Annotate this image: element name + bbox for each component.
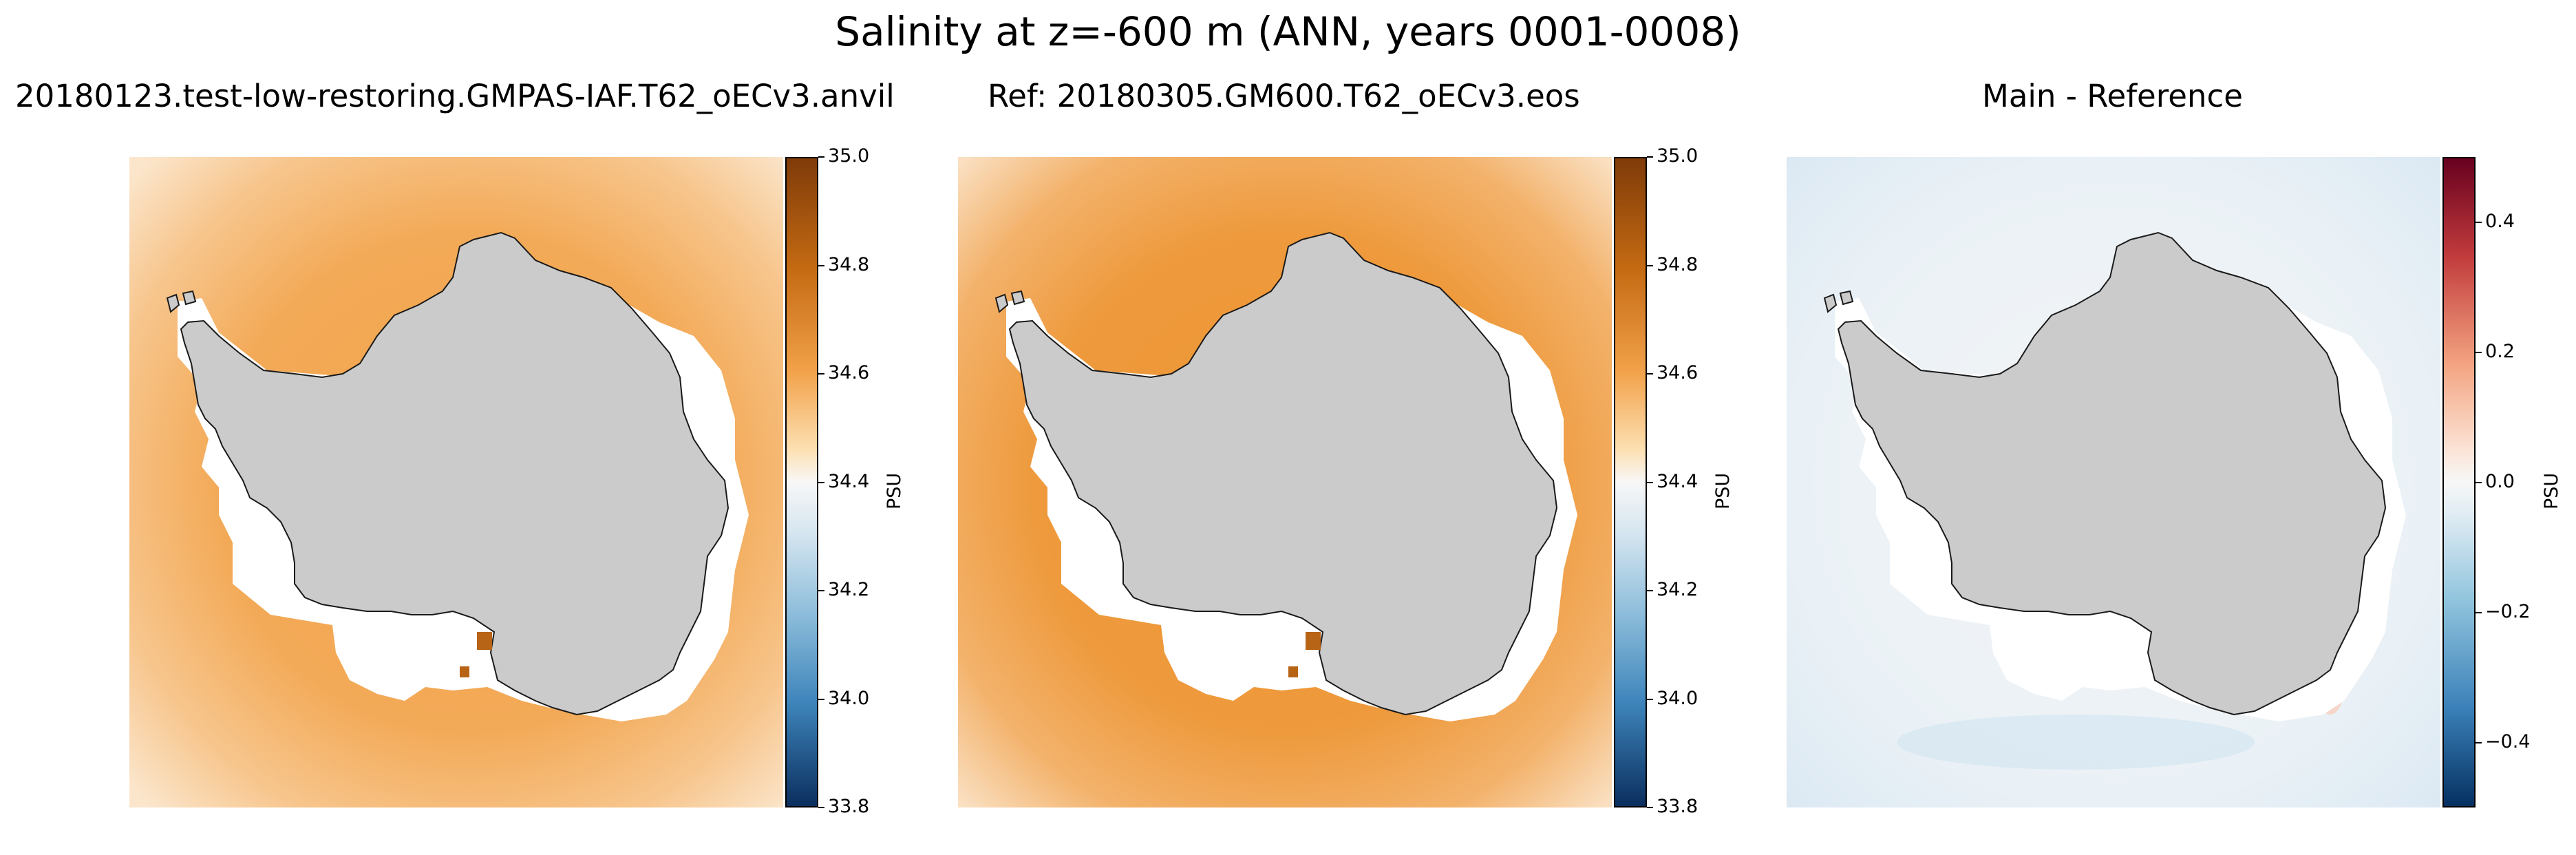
colorbar-tickmark [1647,590,1653,591]
colorbar-tick-label: 34.0 [1657,687,1699,709]
panel-title-reference: Ref: 20180305.GM600.T62_oECv3.eos [988,78,1580,114]
colorbar-tickmark [2476,351,2482,353]
colorbar-tick-label: −0.2 [2485,600,2531,622]
colorbar-label-difference: PSU [2541,472,2562,509]
negative-anomaly-band [1897,715,2255,770]
antarctica-land [1837,231,2387,716]
colorbar-tick-label: 34.6 [828,362,870,383]
map-panel-reference [958,157,1612,807]
ross-shelf-patch-small [1288,666,1298,677]
colorbar-label-main: PSU [884,472,905,509]
colorbar-label-reference: PSU [1712,472,1734,509]
panel-title-main: 20180123.test-low-restoring.GMPAS-IAF.T6… [15,78,895,114]
colorbar-tickmark [1647,373,1653,374]
colorbar-tick-label: 34.8 [828,253,870,275]
colorbar-tick-label: 35.0 [828,145,870,167]
ross-shelf-patch-small [460,666,469,677]
ross-shelf-patch [1306,632,1321,650]
colorbar-tick-label: 0.0 [2485,470,2515,492]
colorbar-tickmark [1647,807,1653,808]
colorbar-tickmark [818,156,824,158]
colorbar-tickmark [818,373,824,374]
colorbar-tick-label: 34.2 [1657,579,1699,600]
colorbar-tick-label: −0.4 [2485,730,2531,752]
antarctica-land [180,231,730,716]
colorbar-tickmark [2476,481,2482,483]
colorbar-tickmark [1647,156,1653,158]
colorbar-tick-label: 34.8 [1657,253,1699,275]
colorbar-tick-label: 34.0 [828,687,870,709]
colorbar-tickmark [2476,741,2482,743]
colorbar-tick-label: 33.8 [828,796,870,817]
salinity-map-main [129,157,783,807]
figure-title: Salinity at z=-600 m (ANN, years 0001-00… [835,8,1741,55]
map-panel-difference [1787,157,2440,807]
colorbar-tickmark [1647,264,1653,266]
map-panel-main [129,157,783,807]
colorbar-tick-label: 34.2 [828,579,870,600]
antarctica-land [1008,231,1558,716]
peninsula-islands [994,290,1025,313]
colorbar-tickmark [818,590,824,591]
colorbar-tick-label: 34.4 [1657,470,1699,492]
colorbar-main [785,157,818,807]
colorbar-tickmark [2476,611,2482,613]
colorbar-difference [2442,157,2476,807]
colorbar-tickmark [818,481,824,483]
colorbar-tick-label: 34.6 [1657,362,1699,383]
colorbar-tick-label: 34.4 [828,470,870,492]
panel-title-difference: Main - Reference [1982,78,2243,114]
colorbar-tickmark [2476,221,2482,223]
peninsula-islands [166,290,197,313]
colorbar-tickmark [1647,481,1653,483]
colorbar-tickmark [818,807,824,808]
salinity-map-reference [958,157,1612,807]
colorbar-tick-label: 35.0 [1657,145,1699,167]
peninsula-islands [1823,290,1854,313]
colorbar-reference [1614,157,1647,807]
colorbar-tick-label: 0.2 [2485,340,2515,362]
salinity-map-difference [1787,157,2440,807]
colorbar-tickmark [1647,698,1653,700]
ross-shelf-patch [477,632,492,650]
colorbar-tick-label: 0.4 [2485,210,2515,232]
colorbar-tickmark [818,264,824,266]
colorbar-tickmark [818,698,824,700]
colorbar-tick-label: 33.8 [1657,796,1699,817]
